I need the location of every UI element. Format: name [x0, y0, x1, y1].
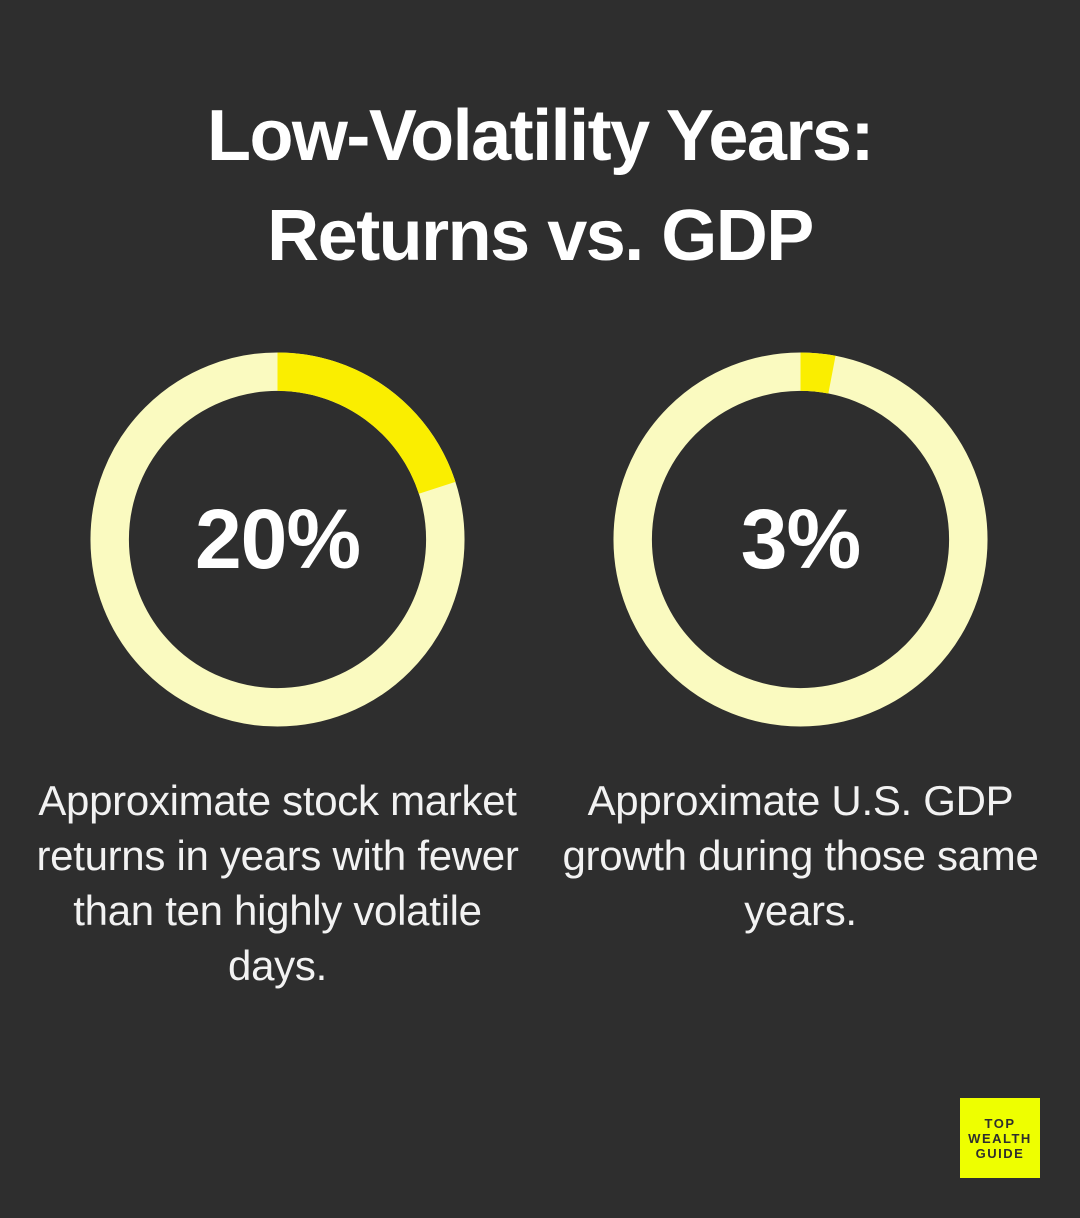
logo-line-guide: GUIDE [975, 1145, 1025, 1161]
caption-returns: Approximate stock market returns in year… [36, 777, 519, 989]
donut-chart-returns: 20% [90, 352, 465, 727]
donut-svg-gdp [613, 352, 988, 727]
returns-chart-column: 20% Approximate stock market returns in … [16, 352, 539, 993]
page-title: Low-Volatility Years: Returns vs. GDP [0, 0, 1080, 286]
donut-chart-gdp: 3% [613, 352, 988, 727]
charts-row: 20% Approximate stock market returns in … [0, 352, 1080, 993]
brand-logo: TOP WEALTH GUIDE [960, 1098, 1040, 1178]
donut-ring-value [90, 352, 465, 727]
donut-ring-value [613, 352, 988, 727]
logo-line-wealth: WEALTH [968, 1130, 1032, 1146]
title-line-1: Low-Volatility Years: [206, 96, 875, 176]
caption-gdp: Approximate U.S. GDP growth during those… [562, 777, 1039, 934]
donut-center-label-gdp: 3% [740, 492, 861, 586]
logo-line-top: TOP [984, 1115, 1016, 1131]
title-line-2: Returns vs. GDP [267, 196, 814, 276]
donut-svg-returns [90, 352, 465, 727]
gdp-chart-column: 3% Approximate U.S. GDP growth during th… [539, 352, 1062, 993]
donut-center-label-returns: 20% [194, 492, 361, 586]
